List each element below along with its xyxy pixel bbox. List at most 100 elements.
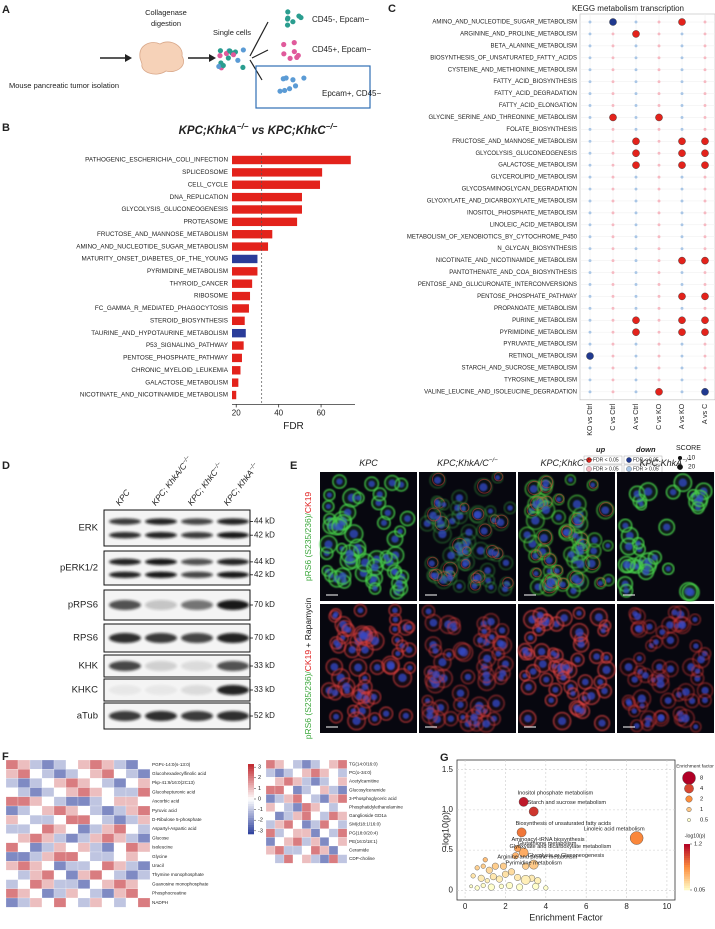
heat-cell — [125, 851, 139, 862]
nucleus — [532, 552, 539, 559]
nucleus — [692, 616, 698, 623]
bar — [232, 217, 298, 227]
heat-cell — [5, 769, 19, 779]
blot-row-label: KHK — [78, 661, 98, 672]
dot — [588, 271, 592, 274]
heat-cell — [101, 769, 115, 779]
dot — [678, 292, 686, 301]
nucleus — [429, 618, 438, 627]
heat-cell — [5, 805, 19, 816]
heat-cell — [41, 824, 55, 834]
heat-cell — [29, 759, 43, 770]
nucleus — [481, 628, 488, 635]
point — [543, 885, 549, 891]
dot — [588, 56, 592, 60]
dot — [611, 330, 615, 334]
heat-cell — [77, 833, 91, 843]
nucleus — [456, 583, 463, 590]
x-tick-label: A vs Ctrl — [633, 403, 640, 430]
heat-cell — [77, 815, 91, 825]
heat-cell — [292, 811, 303, 821]
heat-row-label: Glucose — [152, 835, 169, 840]
bar — [232, 205, 302, 214]
cell — [295, 52, 301, 59]
nucleus — [345, 627, 352, 633]
y-tick-label: 1.0 — [442, 805, 454, 814]
colorbar-segment — [248, 780, 254, 783]
dot — [657, 56, 661, 60]
heat-cell — [310, 759, 321, 769]
colorbar-segment — [248, 806, 254, 809]
nucleus — [487, 548, 495, 556]
nucleus — [637, 694, 646, 703]
nucleus — [576, 560, 585, 569]
nucleus — [555, 514, 562, 521]
nucleus — [343, 508, 352, 517]
nucleus — [333, 611, 339, 617]
heat-row-label: Guanosine monophosphate — [152, 881, 209, 886]
legend-label: FDR > 0.05 — [593, 466, 619, 472]
nucleus — [487, 617, 495, 626]
nucleus — [352, 716, 361, 726]
ck19 — [486, 544, 499, 558]
colorbar-segment — [248, 824, 254, 828]
dot — [588, 294, 592, 298]
heat-cell — [5, 778, 19, 788]
dot — [657, 342, 661, 346]
dot — [657, 139, 661, 143]
heat-cell — [89, 842, 103, 853]
heat-row-label: Pkp-41:9/16:0(2C13) — [152, 780, 195, 785]
colorbar-label: -2 — [258, 818, 263, 824]
point — [498, 883, 504, 889]
nucleus — [572, 532, 579, 539]
heat-cell — [53, 805, 67, 816]
dot — [703, 271, 707, 274]
micrograph — [617, 472, 714, 602]
arrow-head — [209, 54, 216, 62]
nucleus — [373, 664, 381, 671]
heat-cell — [337, 785, 348, 795]
heat-cell — [65, 787, 79, 797]
colorbar-segment — [248, 808, 254, 811]
nucleus — [371, 563, 379, 572]
band — [145, 558, 177, 566]
ck19 — [561, 525, 573, 537]
nucleus — [382, 710, 390, 717]
heat-cell — [319, 820, 330, 829]
dot — [588, 44, 592, 48]
heat-cell — [301, 785, 312, 795]
nucleus — [464, 673, 472, 681]
heat-cell — [319, 837, 330, 847]
heat-cell — [89, 778, 103, 788]
heat-cell — [89, 897, 103, 908]
nucleus — [499, 627, 506, 634]
nucleus — [473, 510, 482, 519]
dot — [703, 115, 707, 119]
nucleus — [597, 678, 604, 685]
heat-cell — [137, 769, 151, 779]
label-part: KPC;KhkC — [540, 458, 584, 468]
dot — [678, 256, 686, 265]
chart-title: KEGG metabolism transcription — [572, 4, 684, 13]
blot-size-label: 44 kD — [254, 557, 275, 566]
heat-cell — [328, 802, 339, 812]
point-label: Linoleic acid metabolism — [584, 827, 645, 833]
y-tick-label: FRUCTOSE_AND_MANNOSE_METABOLISM — [452, 139, 577, 145]
heat-cell — [65, 805, 79, 816]
size-label: 4 — [700, 786, 704, 792]
nucleus — [361, 645, 369, 654]
heat-cell — [41, 787, 55, 797]
nucleus — [591, 536, 598, 544]
ck19 — [430, 568, 443, 582]
nucleus — [625, 531, 634, 540]
dot — [703, 187, 707, 191]
nucleus — [361, 683, 369, 691]
heat-cell — [101, 861, 115, 871]
label: KPC — [359, 458, 378, 468]
nucleus — [642, 568, 650, 576]
heat-cell — [328, 759, 339, 769]
nucleus — [701, 686, 709, 695]
heat-cell — [328, 785, 339, 795]
y-tick-label: PYRUVATE_METABOLISM — [503, 342, 577, 348]
